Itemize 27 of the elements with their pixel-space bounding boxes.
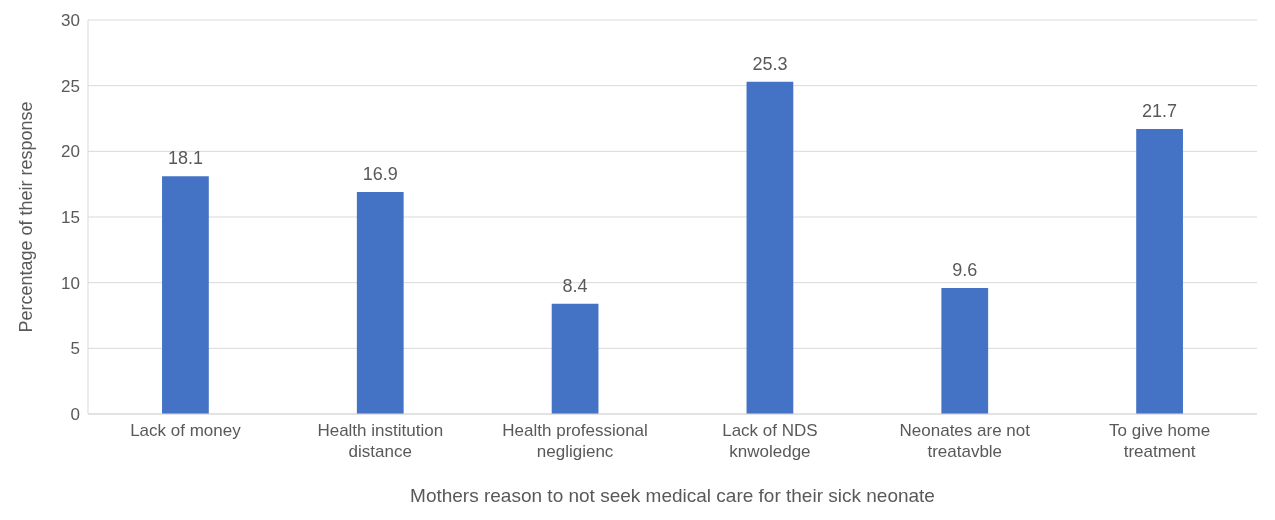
bar <box>746 81 794 414</box>
bar <box>162 176 209 414</box>
x-tick-label: To give home treatment <box>1109 421 1211 461</box>
x-tick-label: Lack of money <box>130 421 242 440</box>
data-label: 8.4 <box>562 275 588 296</box>
y-tick-label: 0 <box>70 405 80 425</box>
x-tick-label: Health professional negligienc <box>502 421 648 461</box>
y-axis-title: Percentage of their response <box>16 101 37 333</box>
bar <box>551 303 599 414</box>
y-tick-label: 15 <box>61 208 80 228</box>
x-tick-label: Health institution distance <box>317 421 444 461</box>
y-tick-label: 10 <box>61 273 80 293</box>
x-tick-label: Neonates are not treatavble <box>899 421 1031 461</box>
data-label: 9.6 <box>952 259 978 280</box>
data-label: 25.3 <box>752 53 788 74</box>
bar <box>1136 129 1183 414</box>
x-tick-label: Lack of NDS knwoledge <box>722 421 818 461</box>
bar <box>941 287 989 414</box>
y-tick-label: 20 <box>61 142 80 162</box>
data-label: 18.1 <box>167 148 203 169</box>
data-label: 21.7 <box>1142 101 1178 122</box>
y-tick-label: 30 <box>61 11 80 31</box>
bar <box>356 192 404 414</box>
x-axis-title: Mothers reason to not seek medical care for their sick neonate <box>410 485 935 506</box>
data-label: 16.9 <box>362 164 398 185</box>
y-tick-label: 25 <box>61 76 80 96</box>
y-tick-label: 5 <box>70 339 80 359</box>
